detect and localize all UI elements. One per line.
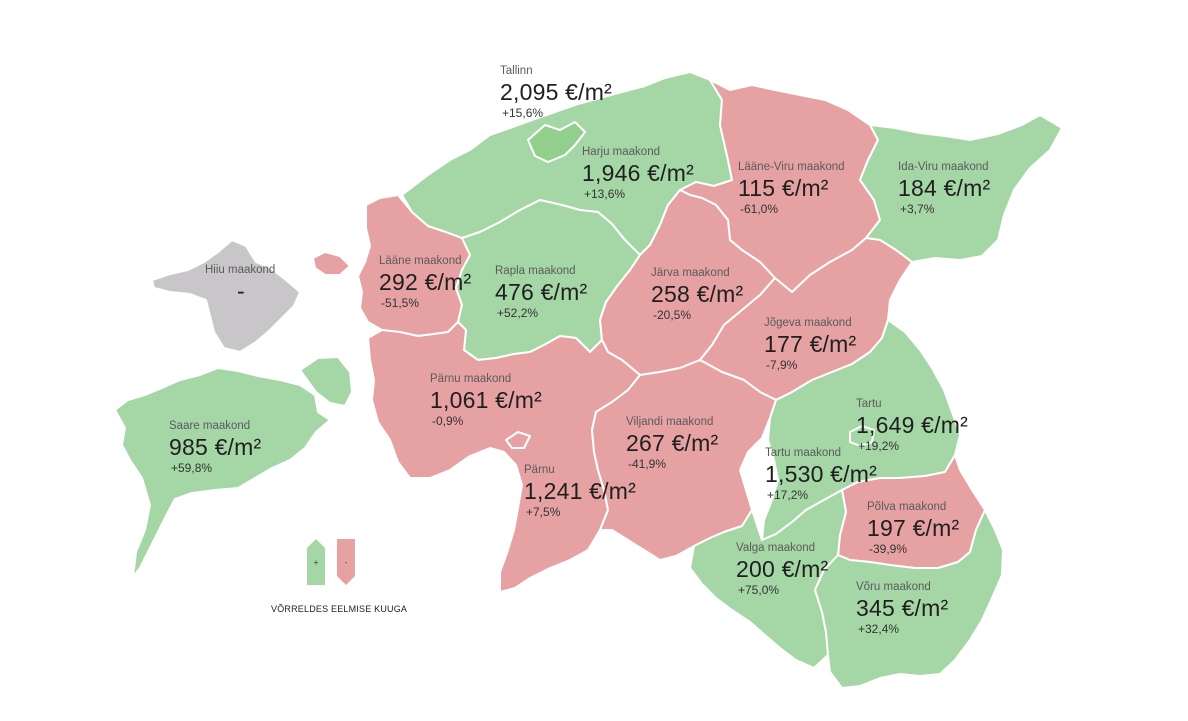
legend-plus-sign: +: [313, 558, 319, 567]
region-price: 985 €/m²: [169, 433, 262, 460]
region-change: -7,9%: [766, 357, 798, 372]
region-name: Tartu: [856, 398, 882, 410]
region-change: +7,5%: [526, 504, 561, 519]
label-tallinn: Tallinn 2,095 €/m² +15,6%: [500, 65, 612, 120]
region-name: Võru maakond: [856, 581, 931, 593]
region-price: 258 €/m²: [651, 280, 744, 307]
region-change: +3,7%: [900, 201, 935, 216]
region-change: +32,4%: [858, 621, 900, 636]
region-saare-muhu[interactable]: [299, 356, 353, 407]
region-price: 200 €/m²: [736, 555, 829, 582]
label-voru: Võru maakond 345 €/m² +32,4%: [856, 581, 949, 636]
region-change: +17,2%: [767, 487, 809, 502]
region-price: 476 €/m²: [495, 278, 588, 305]
region-name: Valga maakond: [736, 542, 816, 554]
legend-caption: VÕRRELDES EELMISE KUUGA: [271, 604, 408, 614]
region-change: -20,5%: [653, 307, 692, 322]
region-saare[interactable]: [114, 367, 331, 578]
region-hiiu[interactable]: [151, 239, 301, 353]
region-change: +52,2%: [497, 305, 539, 320]
region-price: 1,241 €/m²: [524, 477, 636, 504]
region-change: +13,6%: [584, 186, 626, 201]
region-price: 1,530 €/m²: [765, 460, 877, 487]
region-name: Viljandi maakond: [626, 416, 714, 428]
region-name: Tallinn: [500, 65, 533, 77]
region-change: +15,6%: [502, 105, 544, 120]
label-laane-viru: Lääne-Viru maakond 115 €/m² -61,0%: [738, 161, 845, 216]
legend-increase-shape: [307, 539, 325, 585]
region-price: 184 €/m²: [898, 174, 991, 201]
region-price: 197 €/m²: [867, 514, 960, 541]
region-name: Pärnu maakond: [430, 373, 512, 385]
label-tartu-city: Tartu 1,649 €/m² +19,2%: [856, 398, 968, 453]
region-change: -41,9%: [628, 456, 667, 471]
region-parnu-city[interactable]: [505, 431, 531, 449]
region-name: Rapla maakond: [495, 265, 576, 277]
region-tartu-city[interactable]: [849, 425, 875, 447]
region-name: Ida-Viru maakond: [898, 161, 989, 173]
region-name: Hiiu maakond: [205, 264, 276, 276]
region-name: Harju maakond: [582, 146, 660, 158]
label-valga: Valga maakond 200 €/m² +75,0%: [736, 542, 829, 597]
region-price: 115 €/m²: [738, 174, 829, 201]
region-name: Lääne-Viru maakond: [738, 161, 845, 173]
region-change: +19,2%: [858, 438, 900, 453]
region-name: Saare maakond: [169, 420, 251, 432]
region-change: -51,5%: [381, 295, 420, 310]
region-name: Lääne maakond: [379, 255, 462, 267]
region-name: Pärnu: [524, 464, 555, 476]
label-parnu-city: Pärnu 1,241 €/m² +7,5%: [524, 464, 636, 519]
region-price: 292 €/m²: [379, 268, 472, 295]
region-voru[interactable]: [814, 509, 1004, 689]
region-change: -39,9%: [869, 541, 908, 556]
region-change: +75,0%: [738, 582, 780, 597]
region-price: 267 €/m²: [626, 429, 719, 456]
label-jogeva: Jõgeva maakond 177 €/m² -7,9%: [764, 317, 857, 372]
label-harju: Harju maakond 1,946 €/m² +13,6%: [582, 146, 694, 201]
region-change: +59,8%: [171, 460, 213, 475]
label-saare: Saare maakond 985 €/m² +59,8%: [169, 420, 262, 475]
label-viljandi: Viljandi maakond 267 €/m² -41,9%: [626, 416, 719, 471]
region-price: 2,095 €/m²: [500, 78, 612, 105]
label-tartu-mk: Tartu maakond 1,530 €/m² +17,2%: [765, 447, 877, 502]
legend-minus-sign: -: [344, 558, 348, 567]
label-ida-viru: Ida-Viru maakond 184 €/m² +3,7%: [898, 161, 991, 216]
label-parnu-mk: Pärnu maakond 1,061 €/m² -0,9%: [430, 373, 542, 428]
legend-decrease-shape: [337, 539, 355, 585]
region-price: 1,061 €/m²: [430, 386, 542, 413]
region-name: Tartu maakond: [765, 447, 842, 459]
region-ida-viru[interactable]: [859, 114, 1063, 263]
label-hiiu: Hiiu maakond -: [205, 264, 276, 306]
region-name: Jõgeva maakond: [764, 317, 852, 329]
region-tallinn[interactable]: [527, 121, 586, 163]
region-price: 177 €/m²: [764, 330, 857, 357]
region-price: 1,946 €/m²: [582, 159, 694, 186]
label-polva: Põlva maakond 197 €/m² -39,9%: [867, 501, 960, 556]
label-rapla: Rapla maakond 476 €/m² +52,2%: [495, 265, 588, 320]
region-name: Põlva maakond: [867, 501, 947, 513]
region-laane-vormsi[interactable]: [312, 251, 351, 276]
label-jarva: Järva maakond 258 €/m² -20,5%: [651, 267, 744, 322]
label-laane: Lääne maakond 292 €/m² -51,5%: [379, 255, 472, 310]
legend-decrease-swatch: -: [337, 539, 355, 585]
region-price: 1,649 €/m²: [856, 411, 968, 438]
region-change: -61,0%: [740, 201, 779, 216]
legend-increase-swatch: +: [307, 539, 325, 585]
region-change: -0,9%: [432, 413, 464, 428]
region-price: 345 €/m²: [856, 594, 949, 621]
region-name: Järva maakond: [651, 267, 730, 279]
region-price: -: [237, 277, 245, 304]
